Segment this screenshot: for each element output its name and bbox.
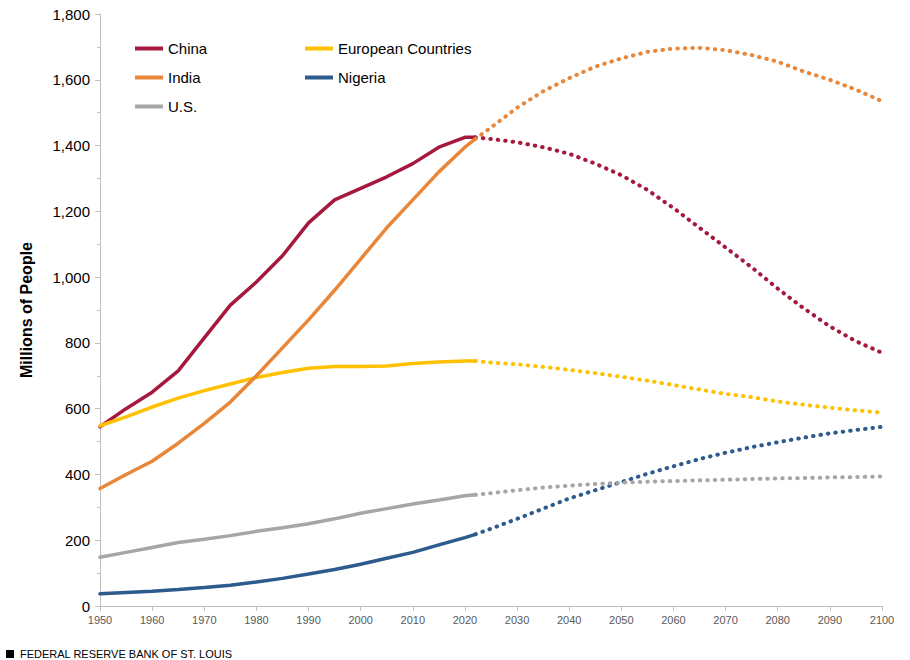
svg-text:2020: 2020 bbox=[453, 614, 477, 626]
svg-text:2040: 2040 bbox=[557, 614, 581, 626]
svg-text:1,400: 1,400 bbox=[52, 137, 90, 154]
svg-text:China: China bbox=[168, 40, 208, 57]
svg-text:2000: 2000 bbox=[348, 614, 372, 626]
svg-text:600: 600 bbox=[65, 400, 90, 417]
svg-text:1,600: 1,600 bbox=[52, 71, 90, 88]
svg-text:200: 200 bbox=[65, 532, 90, 549]
svg-text:U.S.: U.S. bbox=[168, 98, 197, 115]
svg-text:1960: 1960 bbox=[140, 614, 164, 626]
svg-text:1990: 1990 bbox=[296, 614, 320, 626]
svg-text:2070: 2070 bbox=[713, 614, 737, 626]
svg-text:2010: 2010 bbox=[401, 614, 425, 626]
svg-text:2030: 2030 bbox=[505, 614, 529, 626]
svg-text:1,200: 1,200 bbox=[52, 203, 90, 220]
svg-text:2060: 2060 bbox=[661, 614, 685, 626]
svg-text:1970: 1970 bbox=[192, 614, 216, 626]
svg-text:2080: 2080 bbox=[765, 614, 789, 626]
svg-text:FEDERAL RESERVE BANK OF ST. LO: FEDERAL RESERVE BANK OF ST. LOUIS bbox=[20, 648, 232, 660]
svg-text:1,000: 1,000 bbox=[52, 269, 90, 286]
svg-text:0: 0 bbox=[82, 598, 90, 615]
svg-text:European Countries: European Countries bbox=[338, 40, 471, 57]
svg-text:Millions of People: Millions of People bbox=[18, 242, 35, 378]
svg-text:2090: 2090 bbox=[818, 614, 842, 626]
svg-text:400: 400 bbox=[65, 466, 90, 483]
svg-text:2100: 2100 bbox=[870, 614, 894, 626]
svg-text:800: 800 bbox=[65, 334, 90, 351]
svg-text:India: India bbox=[168, 69, 201, 86]
svg-text:2050: 2050 bbox=[609, 614, 633, 626]
svg-text:1950: 1950 bbox=[88, 614, 112, 626]
svg-text:1,800: 1,800 bbox=[52, 6, 90, 23]
svg-text:Nigeria: Nigeria bbox=[338, 69, 386, 86]
svg-text:1980: 1980 bbox=[244, 614, 268, 626]
